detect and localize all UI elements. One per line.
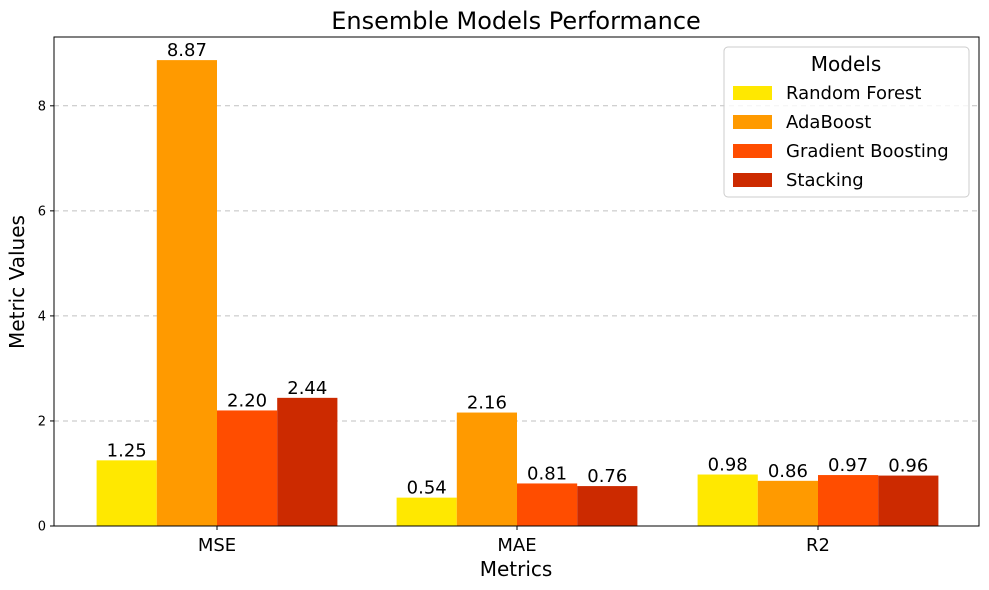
bar-mse-random-forest [96,460,157,526]
bar-value-label: 0.54 [407,478,447,499]
bar-mae-adaboost [456,412,517,526]
bar-mae-random-forest [396,497,457,526]
bar-value-label: 0.96 [888,456,928,477]
legend-title: Models [811,52,881,76]
bar-value-label: 8.87 [167,40,207,61]
legend-entry-label: Random Forest [786,83,921,104]
y-tick-label: 0 [38,520,46,535]
chart-title: Ensemble Models Performance [331,7,701,35]
y-axis: 0 2 4 6 8 [38,99,54,535]
bar-value-label: 0.81 [527,463,567,484]
y-tick-label: 4 [38,309,46,324]
bar-mae-stacking [577,486,638,526]
bar-value-labels: 1.25 8.87 2.20 2.44 0.54 2.16 0.81 0.76 0.98 0.86… [107,40,929,499]
bar-r2-stacking [878,475,939,526]
legend-swatch [733,144,772,158]
bar-value-label: 2.44 [287,378,327,399]
bar-value-label: 0.86 [768,461,808,482]
bar-r2-random-forest [697,474,758,526]
legend-swatch [733,115,772,129]
legend-entry-label: Stacking [786,170,864,191]
bar-mse-adaboost [156,60,217,527]
y-tick-label: 6 [38,204,46,219]
bar-mae-gradient-boosting [517,483,578,526]
bar-r2-gradient-boosting [818,475,879,526]
legend-swatch [733,86,772,100]
bar-value-label: 2.20 [227,390,267,411]
bar-value-label: 0.97 [828,455,868,476]
legend-entry-label: Gradient Boosting [786,141,949,162]
x-axis: MSE MAE R2 [198,526,830,556]
y-tick-label: 8 [38,99,46,114]
bar-value-label: 2.16 [467,393,507,414]
legend-box [723,46,970,198]
bar-mse-stacking [277,397,338,526]
x-tick-label: R2 [806,535,830,556]
bar-mse-gradient-boosting [217,410,278,526]
legend-entry-label: AdaBoost [786,112,871,133]
y-axis-label: Metric Values [5,215,29,349]
x-axis-label: Metrics [480,557,553,581]
bar-value-label: 0.76 [587,466,627,487]
bar-value-label: 1.25 [107,440,147,461]
x-tick-label: MAE [497,535,536,556]
bars [96,60,939,527]
y-tick-label: 2 [38,414,46,429]
x-tick-label: MSE [198,535,236,556]
bar-r2-adaboost [757,480,818,526]
bar-value-label: 0.98 [708,455,748,476]
legend: Models Random Forest AdaBoost Gradient Boo… [723,46,970,198]
legend-swatch [733,173,772,187]
